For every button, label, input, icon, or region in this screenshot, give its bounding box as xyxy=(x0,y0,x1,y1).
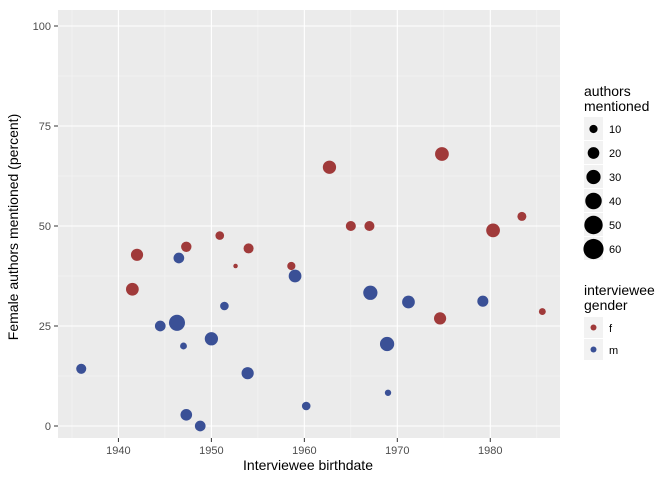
size-legend-label: 50 xyxy=(609,220,621,232)
data-point-m xyxy=(301,401,311,411)
major-gridlines xyxy=(58,10,560,438)
data-point-f xyxy=(517,211,527,221)
size-legend-dot xyxy=(587,147,600,159)
data-point-m xyxy=(180,342,187,350)
data-point-f xyxy=(435,147,449,161)
data-point-f xyxy=(345,220,356,232)
data-point-m xyxy=(363,285,378,300)
data-point-f xyxy=(433,312,447,325)
color-legend-title-line-1: interviewee xyxy=(584,282,655,298)
data-point-f xyxy=(126,282,139,296)
x-tick-label: 1940 xyxy=(106,445,130,457)
plot-panel xyxy=(58,10,560,438)
data-point-f xyxy=(486,223,500,238)
data-point-m xyxy=(180,408,193,421)
data-point-m xyxy=(168,314,186,331)
data-point-f xyxy=(243,243,254,254)
size-legend-title-line-1: authors xyxy=(584,83,631,99)
color-legend-label: m xyxy=(609,345,618,357)
y-axis-ticks: 0 25 50 75 100 xyxy=(33,21,58,433)
color-legend-keys: fm xyxy=(584,317,618,360)
data-point-m xyxy=(477,295,489,307)
data-point-m xyxy=(76,363,87,374)
y-tick-label: 25 xyxy=(39,321,51,333)
size-legend-dot xyxy=(583,238,604,260)
color-legend-title-line-2: gender xyxy=(584,297,628,313)
y-tick-label: 0 xyxy=(45,421,51,433)
minor-gridlines xyxy=(58,10,560,438)
color-legend-label: f xyxy=(609,323,613,335)
size-legend-dot xyxy=(585,192,602,210)
x-axis-ticks: 1940 1950 1960 1970 1980 xyxy=(106,438,503,457)
data-point-f xyxy=(287,261,296,271)
size-legend: authors mentioned 10 20 30 40 50 60 xyxy=(583,83,649,260)
data-point-m xyxy=(204,332,219,346)
data-point-f xyxy=(215,231,225,240)
size-legend-label: 20 xyxy=(609,148,621,160)
x-tick-label: 1950 xyxy=(199,445,223,457)
data-point-f xyxy=(233,263,238,269)
data-point-m xyxy=(241,367,254,380)
y-tick-label: 50 xyxy=(39,221,51,233)
size-legend-keys: 10 20 30 40 50 60 xyxy=(583,117,621,260)
color-legend: interviewee gender fm xyxy=(584,282,655,360)
size-legend-dot xyxy=(584,215,603,235)
size-legend-label: 60 xyxy=(609,244,621,256)
size-legend-label: 10 xyxy=(609,124,621,136)
size-legend-dot xyxy=(589,124,598,134)
color-legend-dot-m xyxy=(590,346,597,353)
data-points xyxy=(76,147,546,432)
data-point-m xyxy=(402,295,415,309)
data-point-m xyxy=(154,320,166,332)
size-legend-dot xyxy=(586,169,601,185)
data-point-f xyxy=(322,160,337,174)
color-legend-dot-f xyxy=(590,324,597,331)
y-tick-label: 100 xyxy=(33,21,51,33)
data-point-f xyxy=(130,248,144,261)
size-legend-label: 30 xyxy=(609,172,621,184)
data-point-m xyxy=(384,389,392,396)
y-axis-title: Female authors mentioned (percent) xyxy=(5,114,21,340)
data-point-m xyxy=(194,420,206,432)
data-point-f xyxy=(181,241,192,252)
data-point-m xyxy=(173,252,185,264)
size-legend-label: 40 xyxy=(609,196,621,208)
size-legend-title-line-2: mentioned xyxy=(584,98,649,114)
x-axis-title: Interviewee birthdate xyxy=(243,457,373,473)
data-point-f xyxy=(364,220,375,232)
y-tick-label: 75 xyxy=(39,121,51,133)
data-point-f xyxy=(538,308,546,316)
data-point-m xyxy=(379,336,395,352)
data-point-m xyxy=(288,269,302,283)
x-tick-label: 1960 xyxy=(292,445,316,457)
x-tick-label: 1970 xyxy=(385,445,409,457)
x-tick-label: 1980 xyxy=(478,445,502,457)
data-point-m xyxy=(220,301,229,311)
